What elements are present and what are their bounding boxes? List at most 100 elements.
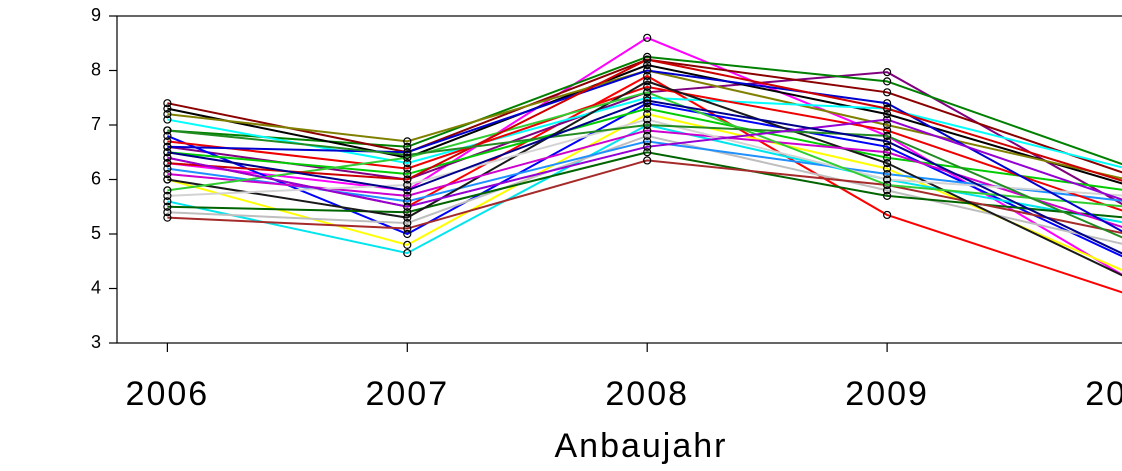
data-point <box>403 208 412 217</box>
data-point <box>403 137 412 146</box>
series-line <box>167 80 1122 277</box>
series-line <box>167 123 1122 239</box>
data-point <box>883 137 892 146</box>
series-line <box>167 99 1122 255</box>
data-point <box>163 186 172 195</box>
data-point <box>883 131 892 140</box>
data-point <box>163 202 172 211</box>
data-point <box>643 77 652 86</box>
series-line <box>167 118 1122 208</box>
x-tick-label: 2009 <box>845 375 929 413</box>
data-point <box>883 153 892 162</box>
data-point <box>883 77 892 86</box>
data-point <box>643 120 652 130</box>
data-point <box>403 191 412 200</box>
data-point <box>883 186 892 195</box>
data-point <box>163 148 172 157</box>
data-point <box>883 115 892 124</box>
data-point <box>403 153 412 162</box>
data-point <box>163 197 172 206</box>
data-point <box>883 210 892 220</box>
data-point <box>163 208 172 217</box>
data-point <box>643 96 652 105</box>
y-tick-label: 8 <box>91 59 101 79</box>
series-line <box>167 58 1122 182</box>
data-point <box>643 82 652 91</box>
data-point <box>403 142 412 151</box>
data-point <box>883 191 892 200</box>
data-point <box>403 159 412 168</box>
series-line <box>167 118 1122 197</box>
data-point <box>403 164 412 173</box>
data-point <box>403 240 412 249</box>
data-point <box>643 60 652 70</box>
series-line <box>167 96 1122 169</box>
data-point <box>883 180 892 190</box>
data-point <box>883 142 892 151</box>
data-point <box>163 115 172 124</box>
data-point <box>883 159 892 168</box>
data-point <box>403 224 412 233</box>
data-point <box>163 164 172 173</box>
data-point <box>643 71 652 81</box>
data-point <box>883 88 892 97</box>
data-point <box>403 219 412 228</box>
data-point <box>643 137 652 146</box>
y-tick-label: 7 <box>91 114 101 134</box>
y-tick-label: 4 <box>91 277 101 297</box>
data-point <box>403 213 412 222</box>
data-point <box>163 126 172 135</box>
data-point <box>403 186 412 195</box>
data-point <box>403 150 412 160</box>
data-point <box>163 159 172 168</box>
data-point <box>643 131 652 140</box>
data-point <box>883 164 892 173</box>
data-point <box>643 115 652 124</box>
series-line <box>167 64 1122 185</box>
data-point <box>163 104 172 113</box>
y-tick-label: 5 <box>91 223 101 243</box>
data-point <box>643 55 652 64</box>
series-line <box>167 91 1122 208</box>
data-point <box>403 202 412 211</box>
x-tick-label: 2008 <box>605 375 689 413</box>
data-point <box>403 148 412 157</box>
data-point <box>883 68 892 77</box>
series-line <box>167 85 1122 212</box>
data-point <box>403 248 412 258</box>
data-point <box>643 156 652 165</box>
y-tick-label: 9 <box>91 5 101 25</box>
data-point <box>163 153 172 162</box>
data-point <box>643 142 652 151</box>
data-point <box>163 109 172 119</box>
x-tick-label: 2007 <box>365 375 449 413</box>
data-point <box>163 191 172 200</box>
series-line <box>167 151 1122 219</box>
y-tick-label: 3 <box>91 332 101 352</box>
data-point <box>643 93 652 102</box>
data-point <box>643 109 652 119</box>
x-tick-label: 2010 <box>1085 375 1122 413</box>
data-point <box>403 197 412 206</box>
data-point <box>883 175 892 184</box>
data-point <box>403 229 412 239</box>
data-point <box>883 126 892 135</box>
data-point <box>883 104 892 113</box>
data-point <box>643 33 652 42</box>
series-line <box>167 107 1122 191</box>
data-point <box>163 137 172 146</box>
data-point <box>163 213 172 222</box>
data-point <box>643 148 652 157</box>
data-point <box>163 99 172 108</box>
data-point <box>883 109 892 119</box>
data-point <box>163 175 172 184</box>
data-point <box>403 175 412 184</box>
data-point <box>163 142 172 151</box>
data-point <box>643 99 652 108</box>
data-point <box>883 169 892 179</box>
x-axis-title: Anbaujahr <box>554 427 727 465</box>
x-tick-label: 2006 <box>126 375 210 413</box>
y-tick-label: 6 <box>91 168 101 188</box>
data-point <box>643 66 652 75</box>
